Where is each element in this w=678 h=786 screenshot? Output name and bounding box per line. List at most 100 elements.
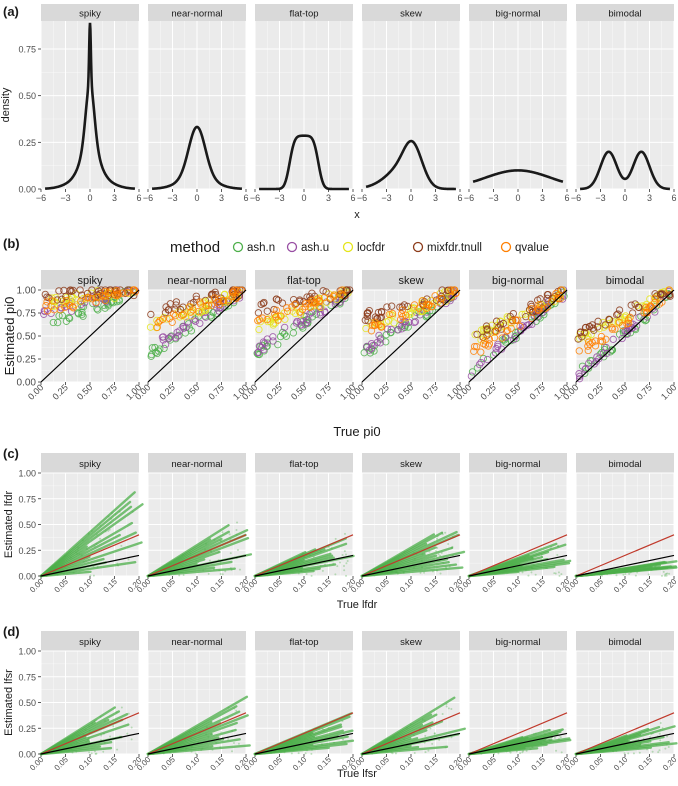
- point-mixfdr.tnull: [319, 287, 327, 295]
- x-tick-label: −6: [571, 193, 581, 203]
- estimate-point: [667, 746, 670, 749]
- estimate-point: [447, 542, 450, 545]
- x-tick-label: 0.20: [661, 577, 678, 595]
- facet-strip-label: big-normal: [492, 275, 544, 287]
- facet-a-spiky: spiky −6 −3 0 3 6: [36, 4, 142, 203]
- point-qvalue: [557, 286, 565, 294]
- point-qvalue: [178, 311, 186, 319]
- estimate-point: [628, 572, 631, 575]
- facet-strip: [255, 270, 353, 290]
- estimate-point: [109, 735, 112, 738]
- estimate-point: [303, 737, 306, 740]
- x-tick-label: −3: [488, 193, 498, 203]
- y-tick-label: 0.25: [18, 138, 36, 148]
- point-qvalue: [308, 299, 316, 307]
- estimate-point: [213, 538, 216, 541]
- point-locfdr: [477, 336, 485, 344]
- point-ash.u: [304, 316, 312, 324]
- estimate-point: [389, 737, 392, 740]
- point-qvalue: [527, 314, 536, 322]
- y-tick-label: 1.00: [18, 647, 36, 657]
- estimate-point: [606, 573, 609, 576]
- point-locfdr: [488, 321, 496, 329]
- point-qvalue: [123, 288, 131, 297]
- point-qvalue: [231, 286, 239, 294]
- point-qvalue: [179, 310, 187, 319]
- point-locfdr: [188, 303, 197, 312]
- estimate-point: [662, 570, 665, 573]
- estimate-point: [65, 740, 68, 743]
- estimate-point: [226, 716, 229, 719]
- series-qvalue: [367, 286, 460, 335]
- point-qvalue: [224, 297, 232, 305]
- estimate-point: [405, 745, 408, 748]
- point-qvalue: [470, 347, 478, 355]
- estimate-point: [78, 553, 81, 556]
- estimate-point: [131, 510, 134, 513]
- estimate-point: [235, 709, 238, 712]
- estimate-point: [173, 737, 176, 740]
- point-qvalue: [42, 301, 50, 310]
- x-tick-label: 0.05: [53, 755, 71, 773]
- estimate-point: [231, 750, 234, 753]
- facet-strip-label: skew: [400, 9, 422, 20]
- reference-line-y-eq-x: [147, 289, 247, 383]
- point-qvalue: [591, 337, 600, 345]
- estimate-point: [336, 565, 339, 568]
- point-ash.u: [405, 318, 413, 327]
- reference-line-y-eq-x: [254, 554, 354, 577]
- estimate-point: [343, 532, 346, 535]
- point-qvalue: [575, 347, 583, 355]
- estimate-point: [118, 510, 121, 513]
- estimate-point: [546, 567, 549, 570]
- estimate-point: [237, 742, 240, 745]
- estimate-point: [64, 566, 67, 569]
- point-qvalue: [431, 292, 439, 300]
- estimate-point: [120, 706, 123, 709]
- point-qvalue: [113, 292, 121, 300]
- point-locfdr: [477, 326, 486, 334]
- point-qvalue: [367, 327, 376, 335]
- point-qvalue: [370, 321, 378, 329]
- estimate-point: [315, 736, 318, 739]
- point-ash.u: [477, 358, 485, 367]
- estimate-point: [438, 738, 441, 741]
- estimate-point: [606, 572, 609, 575]
- facet-strip: [362, 453, 460, 473]
- estimate-point: [297, 572, 300, 575]
- point-ash.u: [576, 372, 584, 380]
- point-ash.u: [182, 323, 190, 331]
- estimate-point: [502, 571, 505, 574]
- estimate-point: [494, 572, 497, 575]
- point-qvalue: [339, 291, 347, 299]
- estimate-point: [658, 732, 661, 735]
- y-tick-label: 0.25: [18, 546, 36, 556]
- facet-strip: [362, 270, 460, 290]
- point-ash.u: [367, 344, 376, 352]
- estimate-point: [541, 556, 544, 559]
- estimate-point: [339, 561, 342, 564]
- estimate-point: [628, 566, 631, 569]
- point-ash.u: [492, 344, 500, 353]
- point-ash.u: [593, 353, 601, 361]
- estimate-point: [284, 749, 287, 752]
- point-ash.u: [398, 322, 406, 330]
- estimate-point: [230, 568, 233, 571]
- estimate-point: [342, 738, 345, 741]
- x-tick-label: 3: [647, 193, 652, 203]
- x-tick-label: 6: [457, 193, 462, 203]
- estimate-point: [305, 573, 308, 576]
- reference-line-y-eq-x: [361, 732, 461, 755]
- point-ash.u: [475, 360, 484, 369]
- estimate-point: [409, 723, 412, 726]
- facet-strip-label: big-normal: [496, 459, 541, 470]
- x-tick-label: −3: [167, 193, 177, 203]
- estimate-point: [668, 572, 671, 575]
- estimate-point: [613, 572, 616, 575]
- x-tick-label: 0.05: [588, 577, 606, 595]
